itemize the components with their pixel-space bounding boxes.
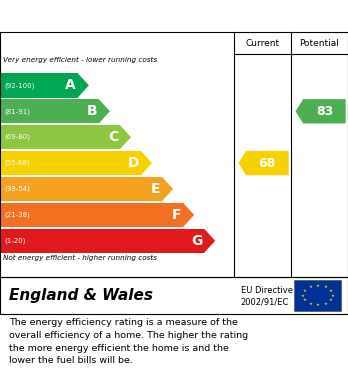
Text: 68: 68	[259, 156, 276, 170]
Text: (81-91): (81-91)	[4, 108, 30, 115]
Text: ★: ★	[303, 289, 307, 292]
Bar	[0, 151, 141, 175]
Text: ★: ★	[316, 283, 320, 287]
Bar	[0, 229, 204, 253]
Text: F: F	[172, 208, 181, 222]
Text: ★: ★	[316, 303, 320, 307]
Text: Energy Efficiency Rating: Energy Efficiency Rating	[9, 9, 230, 23]
Text: EU Directive: EU Directive	[241, 286, 293, 295]
Text: (55-68): (55-68)	[4, 160, 30, 166]
Polygon shape	[238, 151, 288, 175]
Text: ★: ★	[329, 289, 333, 292]
Text: (21-38): (21-38)	[4, 212, 30, 218]
Bar	[0, 177, 162, 201]
Text: B: B	[86, 104, 97, 118]
Text: ★: ★	[303, 298, 307, 303]
Text: C: C	[108, 130, 118, 144]
Bar	[0, 203, 183, 227]
Text: 2002/91/EC: 2002/91/EC	[241, 297, 289, 306]
Bar	[0, 99, 99, 124]
Text: ★: ★	[308, 285, 312, 289]
Text: A: A	[65, 78, 76, 92]
Text: Potential: Potential	[300, 39, 339, 48]
Polygon shape	[295, 99, 346, 124]
Text: (69-80): (69-80)	[4, 134, 30, 140]
Text: England & Wales: England & Wales	[9, 288, 153, 303]
Polygon shape	[141, 151, 152, 175]
Bar	[0, 125, 120, 149]
Text: ★: ★	[329, 298, 333, 303]
Text: (1-20): (1-20)	[4, 237, 25, 244]
Text: E: E	[151, 182, 160, 196]
Text: 83: 83	[316, 105, 333, 118]
Polygon shape	[162, 177, 173, 201]
Polygon shape	[183, 203, 194, 227]
Text: ★: ★	[301, 294, 305, 298]
Polygon shape	[78, 73, 89, 97]
Text: (92-100): (92-100)	[4, 82, 34, 89]
Text: ★: ★	[308, 302, 312, 306]
Polygon shape	[204, 229, 215, 253]
Polygon shape	[120, 125, 131, 149]
Text: The energy efficiency rating is a measure of the
overall efficiency of a home. T: The energy efficiency rating is a measur…	[9, 318, 248, 366]
Text: ★: ★	[323, 302, 327, 306]
Bar	[0, 73, 78, 97]
Bar	[294, 280, 341, 311]
Polygon shape	[99, 99, 110, 124]
Text: G: G	[191, 234, 202, 248]
Text: ★: ★	[323, 285, 327, 289]
Text: Very energy efficient - lower running costs: Very energy efficient - lower running co…	[3, 57, 158, 63]
Text: Current: Current	[245, 39, 279, 48]
Text: ★: ★	[331, 294, 334, 298]
Text: Not energy efficient - higher running costs: Not energy efficient - higher running co…	[3, 255, 158, 261]
Text: D: D	[128, 156, 139, 170]
Text: (39-54): (39-54)	[4, 186, 30, 192]
